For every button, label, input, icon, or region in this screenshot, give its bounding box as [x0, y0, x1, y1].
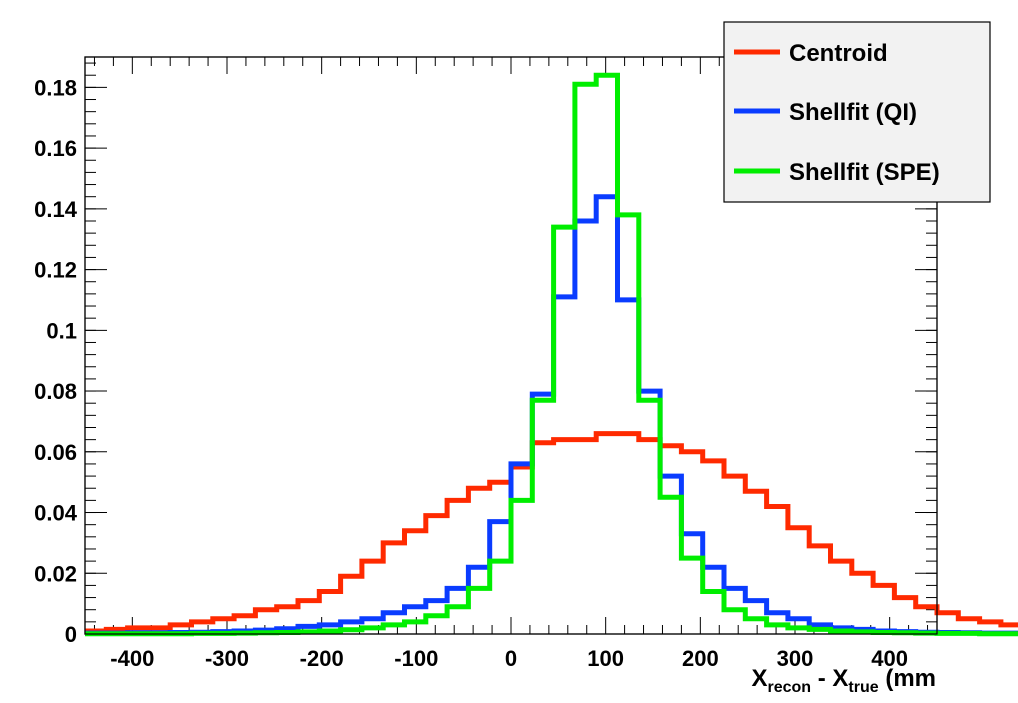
x-axis-title-sub2: true [848, 679, 878, 696]
x-axis-title-tail: (mm [879, 665, 936, 692]
series-lines [84, 56, 1018, 637]
x-axis-title-sep: - [811, 665, 832, 692]
y-tick-label: 0.06 [34, 440, 77, 465]
plot-frame-overlay [84, 56, 938, 635]
y-tick-labels: 0 0.02 0.04 0.06 0.08 0.1 0.12 0.14 0.16 0.18 [34, 75, 78, 647]
x-axis-title-sub1: recon [768, 679, 812, 696]
y-tick-label: 0.12 [34, 258, 77, 283]
x-tick-label: 0 [505, 646, 517, 671]
y-tick-label: 0 [65, 622, 77, 647]
legend-label-centroid: Centroid [789, 40, 888, 67]
series-line-centroid [85, 431, 1018, 634]
legend-label-shellfit-spe: Shellfit (SPE) [789, 159, 940, 186]
x-axis-title-main2: X [832, 665, 848, 692]
y-tick-label: 0.02 [34, 561, 77, 586]
x-axis-title: Xrecon - Xtrue (mm [751, 665, 936, 696]
y-tick-label: 0.16 [34, 136, 77, 161]
x-tick-label: -300 [205, 646, 249, 671]
x-tick-label: -100 [394, 646, 438, 671]
x-tick-label: -200 [300, 646, 344, 671]
y-tick-label: 0.08 [34, 379, 77, 404]
series-line-shellfit-spe [85, 72, 1018, 637]
x-tick-labels: -400 -300 -200 -100 0 100 200 300 400 [110, 646, 908, 671]
x-tick-label: 400 [871, 646, 908, 671]
x-axis-title-main1: X [751, 665, 767, 692]
x-tick-label: 100 [587, 646, 624, 671]
y-tick-label: 0.14 [34, 197, 78, 222]
x-tick-label: -400 [110, 646, 154, 671]
legend-label-shellfit-qi: Shellfit (QI) [789, 99, 917, 126]
y-tick-label: 0.18 [34, 75, 77, 100]
legend: Centroid Shellfit (QI) Shellfit (SPE) [723, 21, 991, 203]
y-tick-label: 0.04 [34, 501, 78, 526]
x-tick-label: 300 [777, 646, 814, 671]
y-tick-label: 0.1 [46, 318, 77, 343]
x-tick-label: 200 [682, 646, 719, 671]
